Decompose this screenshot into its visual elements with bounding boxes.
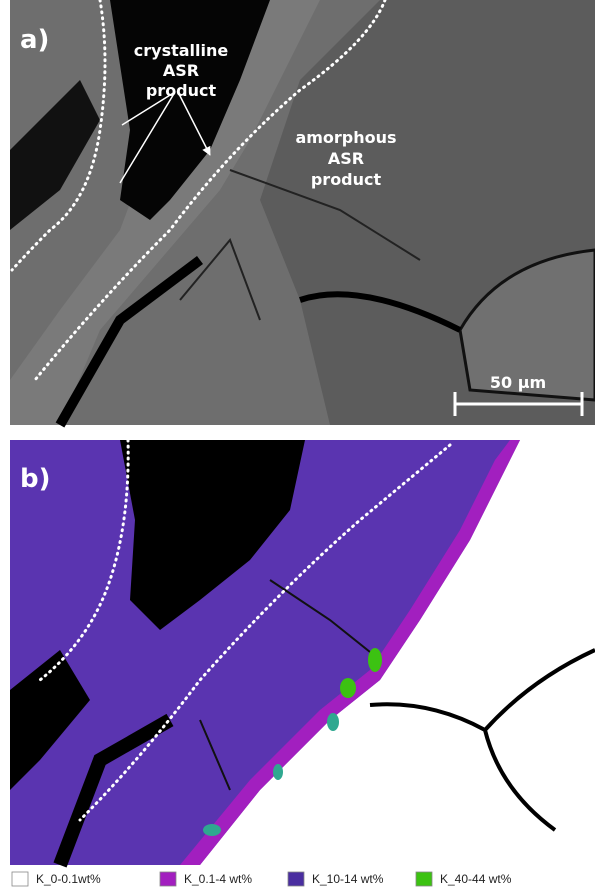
annotation: product <box>146 81 217 100</box>
annotation: product <box>311 170 382 189</box>
panel-b: b) <box>10 440 595 865</box>
k-spot <box>327 713 339 731</box>
k-spot <box>203 824 221 836</box>
annotation: ASR <box>328 149 364 168</box>
legend-swatch <box>288 872 304 886</box>
legend: K_0-0.1wt% K_0.1-4 wt% K_10-14 wt% K_40-44 … <box>12 872 512 886</box>
legend-label: K_10-14 wt% <box>312 872 384 886</box>
k-spot <box>273 764 283 780</box>
legend-label: K_0.1-4 wt% <box>184 872 252 886</box>
k-spot <box>340 678 356 698</box>
scale-label: 50 µm <box>490 373 546 392</box>
legend-swatch <box>160 872 176 886</box>
k-spot <box>368 648 382 672</box>
annotation: ASR <box>163 61 199 80</box>
legend-swatch <box>416 872 432 886</box>
figure: a) crystalline ASR product amorphous ASR… <box>0 0 595 890</box>
annotation: amorphous <box>295 128 396 147</box>
legend-label: K_40-44 wt% <box>440 872 512 886</box>
legend-swatch <box>12 872 28 886</box>
panel-a: a) crystalline ASR product amorphous ASR… <box>10 0 595 425</box>
panel-label: b) <box>20 464 51 494</box>
legend-label: K_0-0.1wt% <box>36 872 101 886</box>
panel-label: a) <box>20 25 49 55</box>
annotation: crystalline <box>134 41 229 60</box>
